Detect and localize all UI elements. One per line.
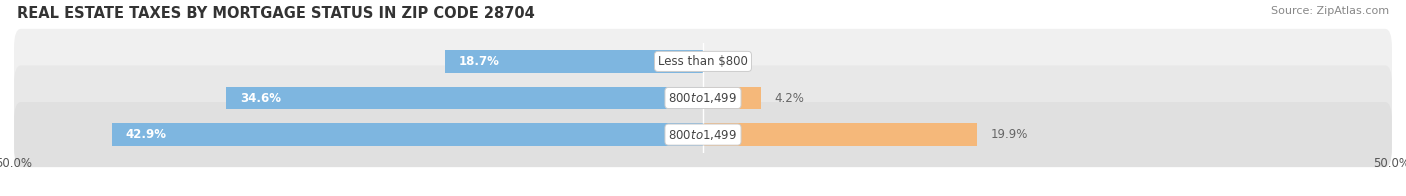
Bar: [226, 87, 703, 109]
Text: $800 to $1,499: $800 to $1,499: [668, 128, 738, 142]
Bar: [446, 50, 703, 73]
Text: Less than $800: Less than $800: [658, 55, 748, 68]
FancyBboxPatch shape: [14, 29, 1392, 94]
Text: 18.7%: 18.7%: [460, 55, 501, 68]
Bar: [703, 123, 977, 146]
Bar: [703, 87, 761, 109]
Text: 19.9%: 19.9%: [991, 128, 1028, 141]
Bar: [112, 123, 703, 146]
Text: REAL ESTATE TAXES BY MORTGAGE STATUS IN ZIP CODE 28704: REAL ESTATE TAXES BY MORTGAGE STATUS IN …: [17, 6, 534, 21]
Text: 0.0%: 0.0%: [717, 55, 747, 68]
Text: Source: ZipAtlas.com: Source: ZipAtlas.com: [1271, 6, 1389, 16]
Text: 34.6%: 34.6%: [240, 92, 281, 104]
Text: $800 to $1,499: $800 to $1,499: [668, 91, 738, 105]
FancyBboxPatch shape: [14, 102, 1392, 167]
Text: 42.9%: 42.9%: [125, 128, 167, 141]
FancyBboxPatch shape: [14, 65, 1392, 131]
Text: 4.2%: 4.2%: [775, 92, 804, 104]
